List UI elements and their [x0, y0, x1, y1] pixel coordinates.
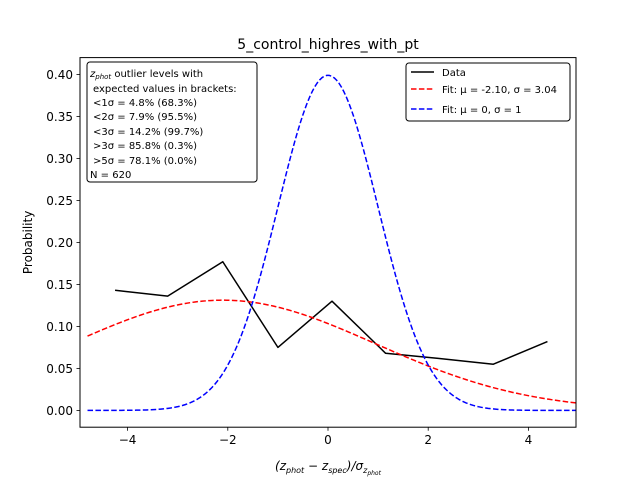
- legend-label-fit-red: Fit: μ = -2.10, σ = 3.04: [442, 85, 557, 96]
- legend-label-data: Data: [442, 68, 466, 79]
- info-line-2: expected values in brackets:: [93, 84, 237, 95]
- info-line-gt5: >5σ = 78.1% (0.0%): [93, 156, 197, 167]
- y-tick-label: 0.00: [46, 404, 73, 418]
- info-line-sigma3: <3σ = 14.2% (99.7%): [93, 127, 203, 138]
- x-tick-label: 4: [525, 433, 533, 447]
- y-tick-label: 0.10: [46, 320, 73, 334]
- legend-label-fit-blue: Fit: μ = 0, σ = 1: [442, 105, 522, 116]
- y-tick-label: 0.35: [46, 110, 73, 124]
- y-axis: 0.00 0.05 0.10 0.15 0.20 0.25 0.30 0.35 0.40: [46, 68, 80, 418]
- y-tick-label: 0.05: [46, 362, 73, 376]
- x-tick-label: −2: [219, 433, 237, 447]
- info-line-sigma1: <1σ = 4.8% (68.3%): [93, 98, 197, 109]
- y-tick-label: 0.40: [46, 68, 73, 82]
- plot-area: [87, 74, 577, 412]
- y-tick-label: 0.30: [46, 152, 73, 166]
- x-tick-label: 0: [324, 433, 332, 447]
- legend: Data Fit: μ = -2.10, σ = 3.04 Fit: μ = 0…: [405, 62, 571, 122]
- y-tick-label: 0.25: [46, 194, 73, 208]
- x-axis-label: (zphot − zspec)/σzphot: [275, 459, 382, 477]
- x-axis: −4 −2 0 2 4: [119, 427, 532, 447]
- series-line-fit-red: [87, 299, 577, 404]
- info-line-n: N = 620: [90, 170, 131, 181]
- series-line-data: [114, 260, 548, 365]
- info-box: zphot outlier levels with expected value…: [86, 61, 258, 183]
- chart-title: 5_control_highres_with_pt: [237, 37, 419, 53]
- x-tick-label: 2: [424, 433, 432, 447]
- y-axis-label: Probability: [21, 211, 35, 274]
- info-line-sigma2: <2σ = 7.9% (95.5%): [93, 112, 197, 123]
- info-line-gt3: >3σ = 85.8% (0.3%): [93, 141, 197, 152]
- x-tick-label: −4: [119, 433, 137, 447]
- y-tick-label: 0.20: [46, 236, 73, 250]
- y-tick-label: 0.15: [46, 278, 73, 292]
- series-line-fit-blue: [87, 74, 576, 412]
- info-header: zphot outlier levels with: [89, 69, 203, 81]
